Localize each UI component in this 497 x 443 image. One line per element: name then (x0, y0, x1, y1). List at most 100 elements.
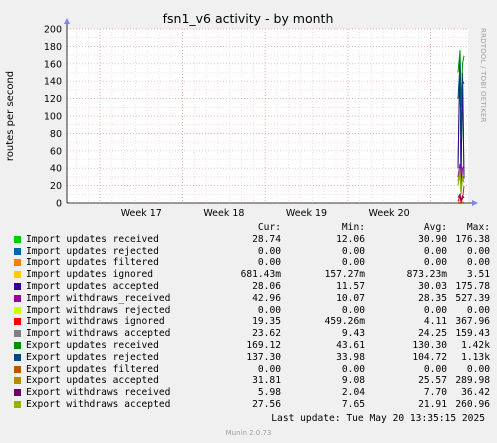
legend-min-value: 12.06 (336, 233, 365, 245)
y-axis-ticks: 0 20 40 60 80 100 120 140 160 180 200 (44, 25, 62, 210)
legend-cur-value: 169.12 (246, 339, 281, 351)
legend-min-value: 33.98 (336, 351, 365, 363)
legend-avg-value: 130.30 (412, 339, 447, 351)
legend-max-value: 36.42 (461, 387, 490, 399)
legend-cur-value: 681.43m (240, 269, 281, 281)
legend-series-name: Export withdraws accepted (26, 398, 171, 410)
legend-cur-value: 0.00 (257, 245, 281, 257)
x-tick-label: Week 20 (369, 208, 410, 219)
legend-swatch (14, 282, 21, 290)
legend-max-value: 289.98 (455, 375, 490, 387)
legend-avg-value: 30.90 (418, 233, 447, 245)
legend-min-value: 43.61 (336, 339, 365, 351)
legend-max-value: 3.51 (466, 269, 490, 281)
legend-min-value: 459.26m (324, 316, 365, 328)
legend-cur-value: 42.96 (252, 292, 281, 304)
legend-min-value: 0.00 (341, 363, 365, 375)
legend-series-name: Import withdraws_received (26, 292, 171, 304)
y-tick-label: 200 (44, 25, 62, 36)
legend-row: Import updates ignored 681.43m 157.27m 873.… (12, 269, 492, 281)
legend-avg-value: 21.91 (418, 398, 447, 410)
legend-max-value: 176.38 (455, 233, 490, 245)
legend-series-name: Import updates filtered (26, 257, 159, 269)
y-axis-arrow (64, 18, 70, 24)
y-tick-label: 40 (50, 164, 62, 175)
legend-min-value: 9.43 (341, 328, 365, 340)
legend-avg-value: 873.23m (406, 269, 447, 281)
x-tick-label: Week 19 (286, 208, 327, 219)
legend-swatch (14, 400, 21, 408)
legend-header-max: Max: (466, 222, 490, 233)
legend-cur-value: 0.00 (257, 363, 281, 375)
legend-max-value: 0.00 (466, 245, 490, 257)
legend-row: Import updates accepted 28.06 11.57 30.03 17… (12, 281, 492, 293)
y-tick-label: 100 (44, 112, 62, 123)
last-update: Last update: Tue May 20 13:35:15 2025 (271, 413, 485, 424)
legend-cur-value: 19.35 (252, 316, 281, 328)
y-tick-label: 140 (44, 77, 62, 88)
legend-min-value: 10.07 (336, 292, 365, 304)
legend-series-name: Import updates accepted (26, 280, 159, 292)
legend-cur-value: 27.56 (252, 398, 281, 410)
legend-row: Export withdraws received 5.98 2.04 7.70 36.… (12, 387, 492, 399)
legend-header-min: Min: (341, 222, 365, 233)
legend-max-value: 175.78 (455, 280, 490, 292)
legend-max-value: 1.13k (461, 351, 490, 363)
legend-max-value: 367.96 (455, 316, 490, 328)
legend-max-value: 1.42k (461, 339, 490, 351)
legend-row: Export updates received 169.12 43.61 130.30… (12, 340, 492, 352)
legend-cur-value: 137.30 (246, 351, 281, 363)
legend: Cur: Min: Avg: Max: Import updates recei… (12, 222, 492, 411)
legend-min-value: 7.65 (341, 398, 365, 410)
legend-row: Import updates received 28.74 12.06 30.90 17… (12, 234, 492, 246)
legend-swatch (14, 271, 21, 279)
legend-cur-value: 0.00 (257, 257, 281, 269)
legend-min-value: 0.00 (341, 257, 365, 269)
legend-min-value: 11.57 (336, 280, 365, 292)
legend-min-value: 2.04 (341, 387, 365, 399)
y-tick-label: 0 (56, 199, 62, 210)
legend-avg-value: 0.00 (423, 363, 447, 375)
y-tick-label: 180 (44, 42, 62, 53)
legend-swatch (14, 353, 21, 361)
legend-series-name: Import withdraws accepted (26, 328, 171, 340)
legend-series-name: Export updates rejected (26, 351, 159, 363)
legend-swatch (14, 377, 21, 385)
x-tick-label: Week 17 (121, 208, 162, 219)
legend-cur-value: 0.00 (257, 304, 281, 316)
legend-min-value: 157.27m (324, 269, 365, 281)
legend-series-name: Import withdraws ignored (26, 316, 165, 328)
munin-footer: Munin 2.0.73 (225, 429, 272, 437)
x-axis-ticks: Week 17 Week 18 Week 19 Week 20 (121, 208, 410, 219)
legend-swatch (14, 294, 21, 302)
y-tick-label: 80 (50, 129, 62, 140)
legend-row: Import withdraws_received 42.96 10.07 28.35… (12, 293, 492, 305)
legend-row: Export withdraws accepted 27.56 7.65 21.91 2… (12, 399, 492, 411)
y-tick-label: 160 (44, 59, 62, 70)
legend-row: Import withdraws accepted 23.62 9.43 24.25 1… (12, 328, 492, 340)
legend-header: Cur: Min: Avg: Max: (12, 222, 492, 234)
chart-title: fsn1_v6 activity - by month (163, 11, 334, 26)
legend-avg-value: 0.00 (423, 245, 447, 257)
legend-cur-value: 23.62 (252, 328, 281, 340)
series-line (457, 172, 465, 195)
legend-cur-value: 28.06 (252, 280, 281, 292)
legend-swatch (14, 259, 21, 267)
y-tick-label: 120 (44, 94, 62, 105)
legend-swatch (14, 365, 21, 373)
x-axis-arrow (472, 200, 478, 206)
x-tick-label: Week 18 (203, 208, 244, 219)
legend-swatch (14, 235, 21, 243)
legend-row: Export updates filtered 0.00 0.00 0.00 0.00 (12, 364, 492, 376)
legend-swatch (14, 341, 21, 349)
series-line (457, 186, 465, 204)
legend-cur-value: 28.74 (252, 233, 281, 245)
legend-max-value: 0.00 (466, 304, 490, 316)
legend-avg-value: 4.11 (423, 316, 447, 328)
legend-row: Import withdraws ignored 19.35 459.26m 4.11… (12, 316, 492, 328)
legend-series-name: Import updates ignored (26, 269, 154, 281)
legend-swatch (14, 247, 21, 255)
legend-row: Export updates accepted 31.81 9.08 25.57 289… (12, 375, 492, 387)
legend-row: Import updates rejected 0.00 0.00 0.00 0.00 (12, 246, 492, 258)
y-axis-label: routes per second (5, 71, 16, 161)
